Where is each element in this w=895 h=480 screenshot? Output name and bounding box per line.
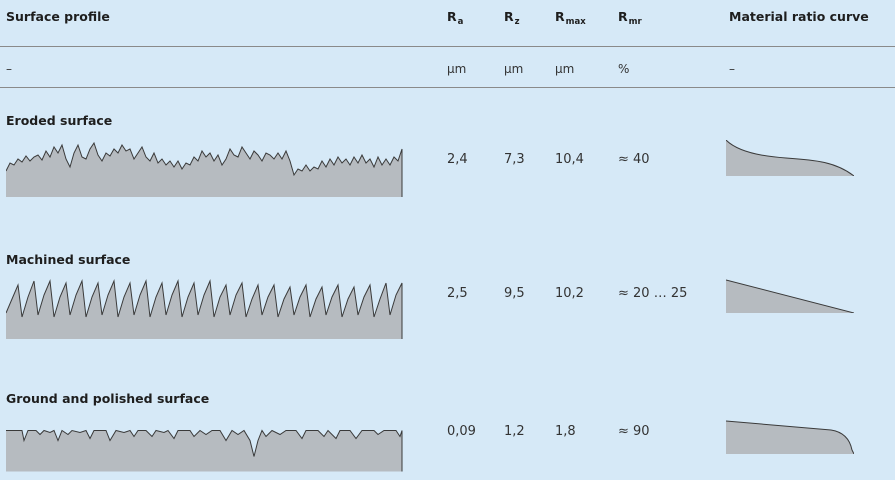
machined-surface-profile bbox=[6, 279, 403, 339]
machined-material-ratio-curve bbox=[726, 279, 854, 313]
header-surface-profile: Surface profile bbox=[6, 9, 110, 24]
unit-rmr: % bbox=[618, 62, 630, 76]
eroded-rmr: ≈ 40 bbox=[618, 152, 650, 167]
ground-rmax: 1,8 bbox=[555, 424, 576, 439]
unit-profile: – bbox=[6, 62, 12, 76]
unit-ra: µm bbox=[447, 62, 467, 76]
row-title-eroded: Eroded surface bbox=[6, 113, 113, 128]
unit-rmax: µm bbox=[555, 62, 575, 76]
header-divider bbox=[0, 46, 895, 47]
eroded-material-ratio-curve bbox=[726, 140, 854, 176]
machined-rmr: ≈ 20 … 25 bbox=[618, 286, 688, 301]
header-material-ratio-curve: Material ratio curve bbox=[729, 9, 869, 24]
header-rmr: Rmr bbox=[618, 9, 642, 27]
ground-polished-surface-profile bbox=[6, 429, 403, 472]
header-rmax: Rmax bbox=[555, 9, 586, 27]
row-title-ground-polished: Ground and polished surface bbox=[6, 391, 210, 406]
header-ra: Ra bbox=[447, 9, 464, 27]
eroded-rmax: 10,4 bbox=[555, 152, 584, 167]
ground-rmr: ≈ 90 bbox=[618, 424, 650, 439]
eroded-rz: 7,3 bbox=[504, 152, 525, 167]
row-title-machined: Machined surface bbox=[6, 252, 131, 267]
unit-curve: – bbox=[729, 62, 735, 76]
header-rz: Rz bbox=[504, 9, 520, 27]
ground-rz: 1,2 bbox=[504, 424, 525, 439]
machined-ra: 2,5 bbox=[447, 286, 468, 301]
unit-rz: µm bbox=[504, 62, 524, 76]
ground-material-ratio-curve bbox=[726, 420, 854, 454]
eroded-ra: 2,4 bbox=[447, 152, 468, 167]
ground-ra: 0,09 bbox=[447, 424, 476, 439]
machined-rmax: 10,2 bbox=[555, 286, 584, 301]
machined-rz: 9,5 bbox=[504, 286, 525, 301]
units-divider bbox=[0, 87, 895, 88]
eroded-surface-profile bbox=[6, 141, 403, 197]
